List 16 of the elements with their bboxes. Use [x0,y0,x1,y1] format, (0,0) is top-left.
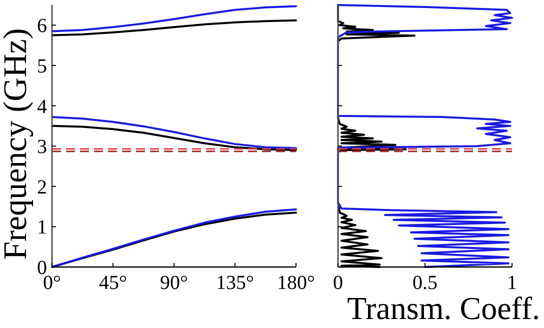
y-tick-label: 1 [37,216,47,239]
line-series [51,116,297,150]
x-tick-label: 180° [277,272,315,294]
x-tick-label: 0 [333,272,343,294]
x-tick-label: 90° [160,272,188,294]
y-tick-label: 2 [37,176,47,198]
y-tick-label: 6 [37,15,47,38]
x-tick-label: 45° [99,272,127,294]
line-series [51,19,297,36]
y-axis-title: Frequency (GHz) [0,28,34,260]
x-tick-label: 135° [216,272,254,294]
y-tick-label: 5 [37,55,47,78]
y-tick-label: 4 [37,96,47,118]
line-series [51,124,297,152]
line-series [51,5,297,32]
y-tick-label: 3 [37,136,47,158]
